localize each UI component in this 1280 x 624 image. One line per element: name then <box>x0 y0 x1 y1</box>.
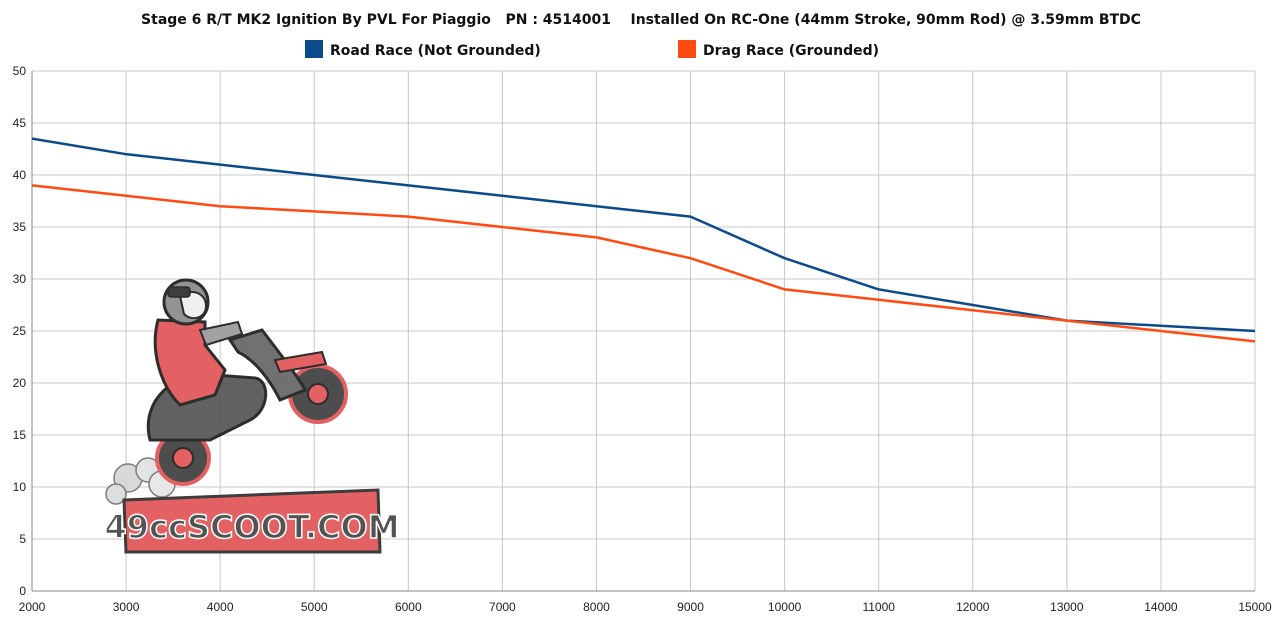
series-line-0 <box>31 137 1256 333</box>
legend-item-1: Drag Race (Grounded) <box>678 40 879 59</box>
x-tick-label-13: 15000 <box>1238 600 1272 614</box>
y-tick-label-6: 30 <box>13 272 27 286</box>
x-axis-ticks: 2000 3000 4000 5000 6000 7000 8000 9000 10000 110… <box>19 600 1272 614</box>
y-tick-label-5: 25 <box>13 324 27 338</box>
legend: Road Race (Not Grounded) Drag Race (Groun… <box>305 40 879 59</box>
x-tick-label-11: 13000 <box>1050 600 1084 614</box>
series-lines <box>31 137 1256 343</box>
y-tick-label-0: 0 <box>19 584 26 598</box>
y-tick-label-8: 40 <box>13 168 27 182</box>
x-tick-label-2: 4000 <box>207 600 234 614</box>
y-axis-ticks: 0 5 10 15 20 25 30 35 40 45 50 <box>13 64 27 598</box>
x-tick-label-6: 8000 <box>583 600 610 614</box>
x-tick-label-8: 10000 <box>768 600 802 614</box>
y-tick-label-10: 50 <box>13 64 27 78</box>
x-tick-label-0: 2000 <box>19 600 46 614</box>
legend-swatch-1 <box>678 40 696 58</box>
series-line-1 <box>31 184 1256 343</box>
y-tick-label-7: 35 <box>13 220 27 234</box>
y-tick-label-3: 15 <box>13 428 27 442</box>
x-tick-label-3: 5000 <box>301 600 328 614</box>
x-tick-label-7: 9000 <box>677 600 704 614</box>
x-tick-label-12: 14000 <box>1144 600 1178 614</box>
watermark-text: 49ccSCOOT.COM <box>104 508 399 546</box>
legend-label-1: Drag Race (Grounded) <box>703 43 879 59</box>
legend-item-0: Road Race (Not Grounded) <box>305 40 541 59</box>
legend-swatch-0 <box>305 40 323 58</box>
x-tick-label-1: 3000 <box>113 600 140 614</box>
legend-label-0: Road Race (Not Grounded) <box>330 43 541 59</box>
y-tick-label-4: 20 <box>13 376 27 390</box>
x-tick-label-4: 6000 <box>395 600 422 614</box>
x-tick-label-9: 11000 <box>862 600 895 614</box>
x-tick-label-5: 7000 <box>489 600 516 614</box>
y-tick-label-1: 5 <box>19 532 26 546</box>
y-tick-label-2: 10 <box>13 480 27 494</box>
y-tick-label-9: 45 <box>13 116 27 130</box>
x-tick-label-10: 12000 <box>956 600 990 614</box>
scooter-rider-logo-icon: 49ccSCOOT.COM <box>104 278 400 554</box>
chart-title: Stage 6 R/T MK2 Ignition By PVL For Piag… <box>141 12 1141 28</box>
